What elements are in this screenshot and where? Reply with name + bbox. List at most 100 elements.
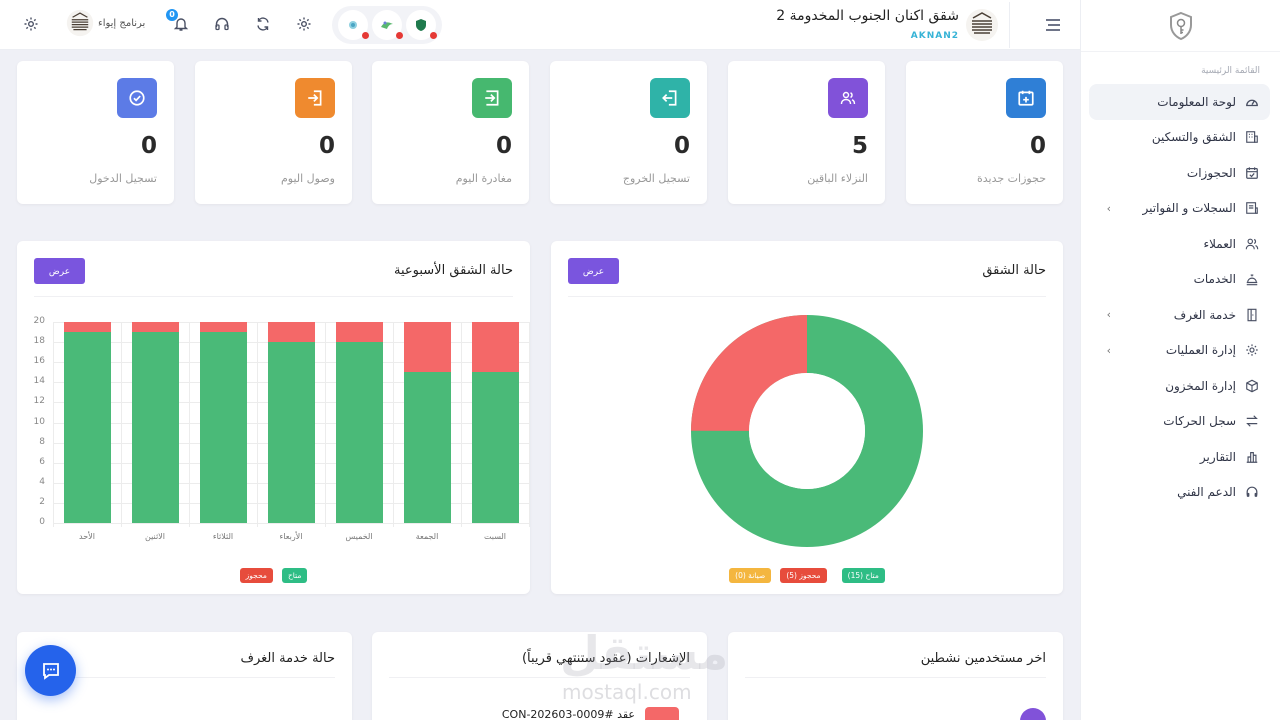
x-tick-label: الخميس (345, 532, 373, 541)
sidebar-item-label: إدارة المخزون (1165, 378, 1236, 393)
gridline (189, 322, 190, 527)
brand-link[interactable]: برنامج إيواء (66, 9, 145, 37)
donut-chart (691, 315, 923, 547)
y-tick-label: 10 (33, 416, 45, 427)
hotel-code: AKNAN2 (910, 31, 959, 41)
x-tick-label: الأربعاء (279, 532, 303, 541)
gridline (461, 322, 462, 527)
stat-card-new-bookings[interactable]: 0 حجوزات جديدة (906, 61, 1063, 204)
stat-label: وصول اليوم (280, 172, 335, 185)
sidebar-item-dashboard[interactable]: لوحة المعلومات (1089, 84, 1270, 120)
stat-card-arrivals-today[interactable]: 0 وصول اليوم (195, 61, 352, 204)
legend-available: متاح (281, 568, 308, 583)
divider (745, 677, 1046, 678)
service-icon (1244, 271, 1260, 287)
bar-1[interactable] (131, 322, 179, 523)
bar-segment-booked (131, 322, 179, 333)
app-shortcut-2[interactable] (372, 10, 403, 40)
blue-emblem-icon (349, 21, 357, 29)
sidebar-item-services[interactable]: الخدمات (1089, 262, 1270, 298)
apartment-status-panel: حالة الشقق عرض متاح (15) محجوز (5) صيانة… (551, 241, 1063, 594)
sidebar-item-customers[interactable]: العملاء (1089, 226, 1270, 262)
y-tick-label: 14 (33, 376, 45, 387)
arrows-exchange-icon (1244, 413, 1260, 429)
app-shortcut-1[interactable] (406, 10, 437, 40)
status-dot (430, 32, 437, 39)
sidebar-item-transactions-log[interactable]: سجل الحركات (1089, 404, 1270, 440)
calendar-plus-icon (1006, 78, 1046, 118)
bar-3[interactable] (267, 322, 315, 523)
status-dot (396, 32, 403, 39)
stat-card-checkout[interactable]: 0 تسجيل الخروج (550, 61, 707, 204)
sidebar-item-label: خدمة الغرف (1173, 307, 1236, 322)
legend-booked: محجوز (239, 568, 273, 583)
bar-segment-booked (403, 322, 451, 373)
y-tick-label: 18 (33, 336, 45, 347)
bar-6[interactable] (471, 322, 519, 523)
sidebar-item-label: الخدمات (1193, 272, 1236, 287)
stat-value: 0 (495, 133, 512, 159)
bar-segment-booked (471, 322, 519, 373)
box-icon (1244, 378, 1260, 394)
notification-item[interactable]: عقد #CON-202603-0009 (501, 708, 635, 720)
bar-2[interactable] (199, 322, 247, 523)
chevron-left-icon: › (1106, 308, 1111, 322)
legend-booked: محجوز (5) (780, 568, 827, 583)
bar-legend: متاح محجوز (17, 563, 530, 583)
chevron-left-icon: › (1106, 343, 1111, 357)
gear-icon[interactable] (22, 15, 40, 33)
sidebar-item-operations[interactable]: إدارة العمليات › (1089, 333, 1270, 369)
sidebar-item-inventory[interactable]: إدارة المخزون (1089, 368, 1270, 404)
view-button[interactable]: عرض (34, 258, 85, 284)
refresh-icon[interactable] (254, 15, 272, 33)
sidebar-item-label: العملاء (1203, 236, 1236, 251)
legend-available: متاح (15) (841, 568, 885, 583)
settings-icon[interactable] (295, 15, 313, 33)
stat-card-checkin[interactable]: 0 تسجيل الدخول (17, 61, 174, 204)
bar-4[interactable] (335, 322, 383, 523)
y-tick-label: 4 (39, 476, 45, 487)
sidebar-item-apartments[interactable]: الشقق والتسكين (1089, 120, 1270, 156)
brand-label: برنامج إيواء (98, 17, 146, 29)
sidebar-item-room-service[interactable]: خدمة الغرف › (1089, 297, 1270, 333)
app-shortcut-3[interactable] (338, 10, 369, 40)
sidebar-item-reports[interactable]: التقارير (1089, 439, 1270, 475)
bar-segment-booked (199, 322, 247, 333)
users-icon (828, 78, 868, 118)
notifications-bell-icon[interactable]: 0 (166, 9, 190, 33)
bar-0[interactable] (63, 322, 111, 523)
headset-icon (1244, 484, 1260, 500)
watermark-arabic: مستقل (560, 626, 729, 680)
user-avatar[interactable] (1020, 708, 1046, 720)
chat-button[interactable] (25, 645, 76, 696)
stat-card-departures-today[interactable]: 0 مغادرة اليوم (372, 61, 529, 204)
sidebar-item-bookings[interactable]: الحجوزات (1089, 155, 1270, 191)
y-tick-label: 12 (33, 396, 45, 407)
panel-title: اخر مستخدمين نشطين (920, 651, 1046, 666)
y-tick-label: 8 (39, 436, 45, 447)
x-tick-label: الثلاثاء (212, 532, 234, 541)
gridline (53, 523, 529, 524)
sidebar-item-label: الشقق والتسكين (1151, 130, 1236, 145)
hotel-selector[interactable]: شقق اكنان الجنوب المخدومة 2 AKNAN2 (776, 2, 1010, 48)
stat-card-remaining-guests[interactable]: 5 النزلاء الباقين (728, 61, 885, 204)
view-button[interactable]: عرض (568, 258, 619, 284)
door-icon (1244, 307, 1260, 323)
bar-segment-available (199, 332, 247, 523)
y-tick-label: 0 (39, 517, 45, 527)
headset-icon[interactable] (213, 15, 231, 33)
sidebar-logo[interactable] (1081, 0, 1280, 52)
sidebar-item-label: السجلات و الفواتير (1142, 201, 1237, 216)
gridline (121, 322, 122, 527)
divider (34, 296, 513, 297)
hotel-name: شقق اكنان الجنوب المخدومة 2 (776, 8, 959, 24)
stat-label: تسجيل الدخول (89, 172, 157, 185)
gridline (529, 322, 530, 527)
menu-toggle-icon[interactable] (1042, 14, 1064, 36)
sidebar-item-support[interactable]: الدعم الفني (1089, 475, 1270, 511)
panel-title: حالة خدمة الغرف (240, 651, 335, 666)
sidebar-item-records-invoices[interactable]: السجلات و الفواتير › (1089, 191, 1270, 227)
sidebar-item-label: لوحة المعلومات (1157, 94, 1236, 109)
bar-5[interactable] (403, 322, 451, 523)
x-tick-label: السبت (483, 532, 507, 541)
